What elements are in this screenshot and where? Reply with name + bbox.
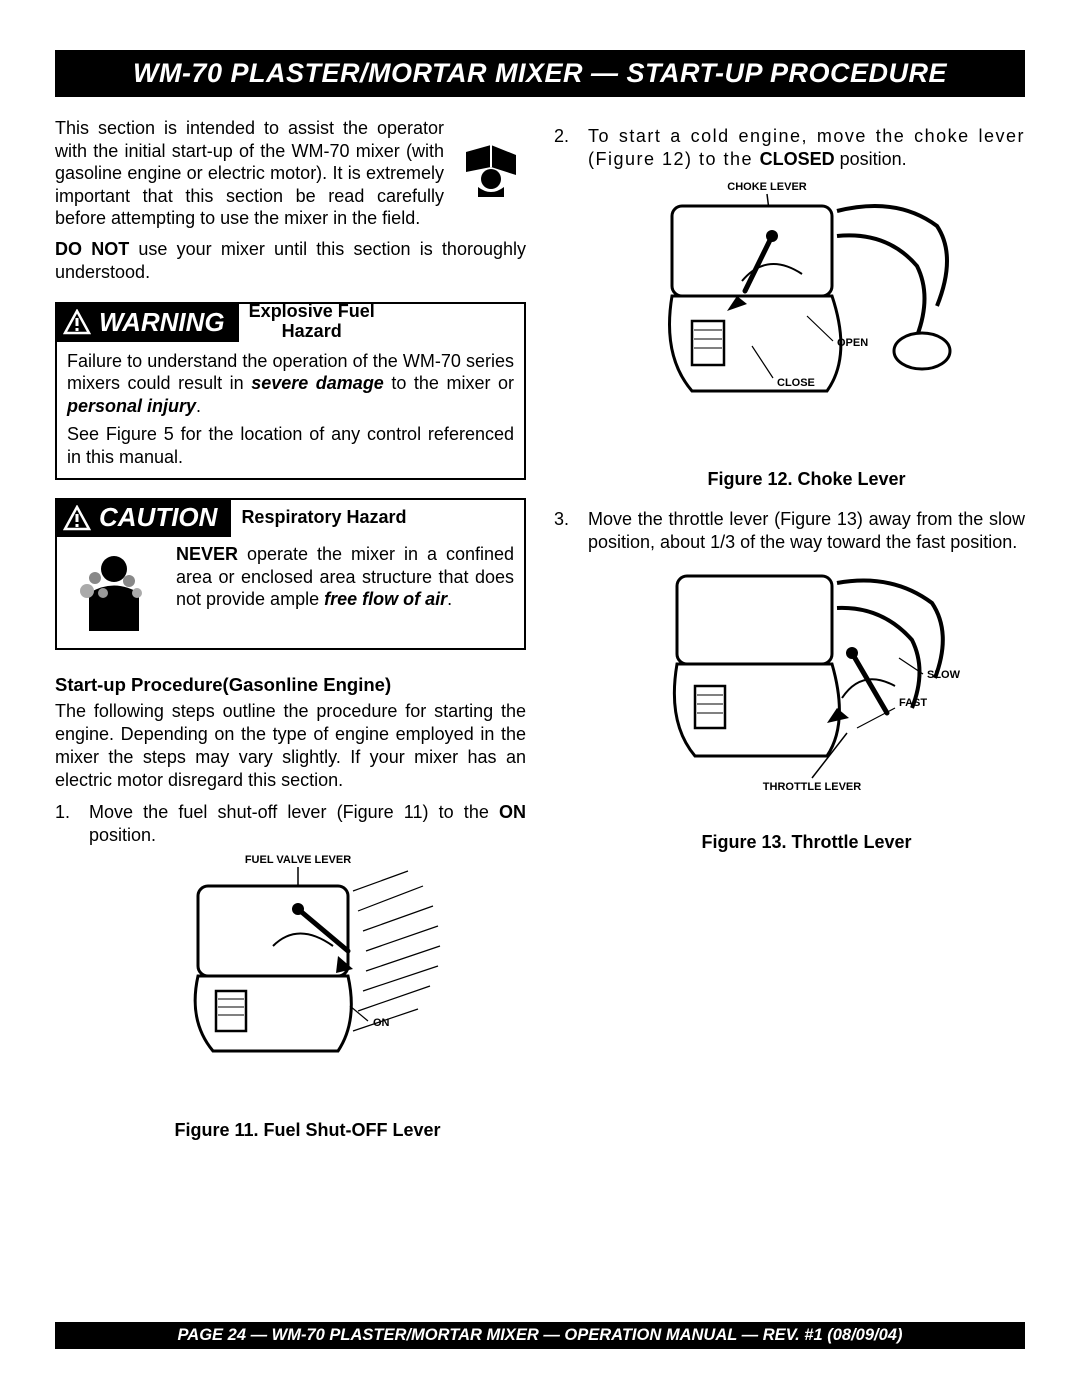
- fig12-caption: Figure 12. Choke Lever: [588, 468, 1025, 491]
- warning-triangle-icon: [63, 309, 91, 335]
- caution-header: CAUTION Respiratory Hazard: [55, 498, 514, 537]
- warning-badge: WARNING: [55, 303, 239, 342]
- caution-triangle-icon: [63, 505, 91, 531]
- steps-left: Move the fuel shut-off lever (Figure 11)…: [55, 801, 526, 1143]
- do-not-bold: DO NOT: [55, 239, 129, 259]
- caution-inner: NEVER operate the mixer in a confined ar…: [67, 543, 514, 638]
- respiratory-hazard-icon: [67, 543, 162, 638]
- footer-bar: PAGE 24 — WM-70 PLASTER/MORTAR MIXER — O…: [55, 1322, 1025, 1349]
- caution-badge: CAUTION: [55, 498, 231, 537]
- startup-paragraph: The following steps outline the procedur…: [55, 700, 526, 792]
- fig12-top-label: CHOKE LEVER: [727, 181, 807, 193]
- warning-badge-text: WARNING: [99, 307, 225, 338]
- left-column: This section is intended to assist the o…: [55, 117, 526, 1148]
- startup-heading: Start-up Procedure(Gasonline Engine): [55, 674, 526, 696]
- figure-12: CHOKE LEVER: [588, 176, 1025, 492]
- fig11-on-label: ON: [373, 1017, 390, 1029]
- step-1: Move the fuel shut-off lever (Figure 11)…: [55, 801, 526, 1143]
- page-title-bar: WM-70 PLASTER/MORTAR MIXER — START-UP PR…: [55, 50, 1025, 97]
- fig13-caption: Figure 13. Throttle Lever: [588, 831, 1025, 854]
- reading-manual-icon: [456, 117, 526, 197]
- do-not-paragraph: DO NOT use your mixer until this section…: [55, 238, 526, 285]
- steps-right: To start a cold engine, move the choke l…: [554, 125, 1025, 854]
- caution-subtitle: Respiratory Hazard: [241, 508, 406, 528]
- intro-text: This section is intended to assist the o…: [55, 117, 444, 230]
- warning-header: WARNING Explosive FuelHazard: [55, 302, 514, 342]
- warning-box: WARNING Explosive FuelHazard Failure to …: [55, 302, 526, 480]
- caution-box: CAUTION Respiratory Hazard: [55, 498, 526, 650]
- figure-13: SLOW FAST THROTTLE LEVER Figure 13. Thro…: [588, 558, 1025, 854]
- fig12-open-label: OPEN: [837, 337, 868, 349]
- two-column-layout: This section is intended to assist the o…: [55, 117, 1025, 1148]
- figure-11: FUEL VALVE LEVER: [89, 851, 526, 1142]
- fig13-fast-label: FAST: [899, 697, 927, 709]
- fig11-caption: Figure 11. Fuel Shut-OFF Lever: [89, 1119, 526, 1142]
- warning-body: Failure to understand the operation of t…: [67, 350, 514, 418]
- intro-block: This section is intended to assist the o…: [55, 117, 526, 230]
- fig13-slow-label: SLOW: [927, 669, 961, 681]
- right-column: To start a cold engine, move the choke l…: [554, 117, 1025, 1148]
- warning-subtitle: Explosive FuelHazard: [249, 302, 375, 342]
- step-3: Move the throttle lever (Figure 13) away…: [554, 508, 1025, 855]
- step-2: To start a cold engine, move the choke l…: [554, 125, 1025, 492]
- fig12-close-label: CLOSE: [777, 377, 815, 389]
- caution-badge-text: CAUTION: [99, 502, 217, 533]
- caution-body: NEVER operate the mixer in a confined ar…: [176, 543, 514, 611]
- fig13-bottom-label: THROTTLE LEVER: [762, 781, 860, 793]
- warning-body2: See Figure 5 for the location of any con…: [67, 423, 514, 468]
- fig11-top-label: FUEL VALVE LEVER: [244, 854, 350, 866]
